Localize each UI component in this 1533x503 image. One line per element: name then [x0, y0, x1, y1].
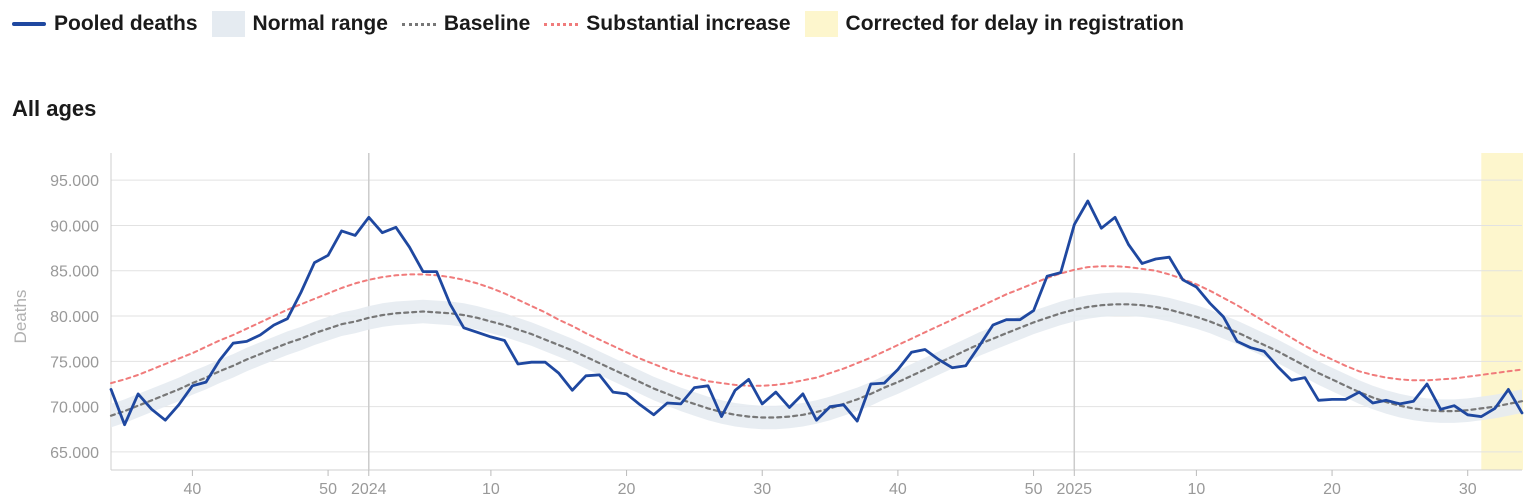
legend-substantial-increase[interactable]: Substantial increase — [544, 12, 791, 36]
panel-title: All ages — [12, 96, 97, 121]
legend-label: Corrected for delay in registration — [845, 12, 1184, 35]
x-tick-label: 40 — [184, 481, 202, 498]
legend-label: Substantial increase — [586, 12, 791, 35]
pooled-deaths-swatch — [12, 22, 46, 26]
pooled-deaths-line — [109, 199, 1524, 427]
legend-pooled-deaths[interactable]: Pooled deaths — [12, 12, 198, 36]
x-tick-label: 20 — [1323, 481, 1341, 498]
x-tick-label: 2024 — [351, 481, 387, 498]
legend-correction[interactable]: Corrected for delay in registration — [804, 11, 1184, 37]
legend-label: Baseline — [443, 12, 531, 35]
legend-normal-range[interactable]: Normal range — [211, 11, 388, 37]
legend-label: Normal range — [252, 12, 388, 35]
legend-baseline[interactable]: Baseline — [401, 12, 531, 36]
chart-legend: Pooled deaths Normal range Baseline Subs… — [12, 8, 1184, 40]
x-tick-label: 40 — [889, 481, 907, 498]
baseline-line — [109, 303, 1524, 419]
correction-swatch — [804, 11, 838, 37]
x-tick-label: 30 — [1459, 481, 1477, 498]
substantial-increase-line — [110, 265, 1523, 387]
correction-period-band — [1481, 153, 1523, 470]
y-tick-label: 70.000 — [50, 400, 99, 417]
y-tick-label: 80.000 — [50, 309, 99, 326]
y-tick-label: 65.000 — [50, 445, 99, 462]
x-tick-label: 50 — [319, 481, 337, 498]
x-tick-label: 20 — [618, 481, 636, 498]
x-tick-label: 10 — [482, 481, 500, 498]
y-tick-label: 95.000 — [50, 173, 99, 190]
x-tick-label: 30 — [753, 481, 771, 498]
x-tick-label: 50 — [1025, 481, 1043, 498]
x-tick-label: 2025 — [1056, 481, 1092, 498]
y-tick-label: 75.000 — [50, 354, 99, 371]
y-axis-title: Deaths — [11, 290, 30, 344]
substantial-increase-swatch — [544, 22, 579, 26]
y-tick-label: 90.000 — [50, 218, 99, 235]
y-tick-label: 85.000 — [50, 264, 99, 281]
baseline-swatch — [401, 22, 436, 26]
legend-label: Pooled deaths — [54, 12, 198, 35]
normal-range-swatch — [211, 11, 245, 37]
x-tick-label: 10 — [1187, 481, 1205, 498]
